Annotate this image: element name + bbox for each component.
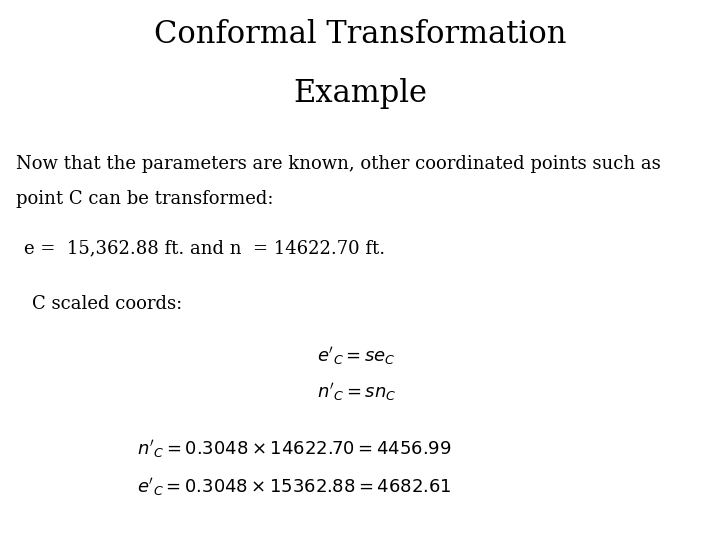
Text: $e'_C = se_C$: $e'_C = se_C$ [317,345,395,367]
Text: Example: Example [293,78,427,109]
Text: C scaled coords:: C scaled coords: [32,295,182,313]
Text: Now that the parameters are known, other coordinated points such as: Now that the parameters are known, other… [16,155,660,173]
Text: $n'_C = 0.3048\times14622.70 = 4456.99$: $n'_C = 0.3048\times14622.70 = 4456.99$ [137,438,451,461]
Text: $n'_C = sn_C$: $n'_C = sn_C$ [317,381,396,403]
Text: e =  15,362.88 ft. and n  = 14622.70 ft.: e = 15,362.88 ft. and n = 14622.70 ft. [24,239,385,257]
Text: point C can be transformed:: point C can be transformed: [16,190,274,208]
Text: Conformal Transformation: Conformal Transformation [154,19,566,50]
Text: $e'_C = 0.3048\times15362.88 = 4682.61$: $e'_C = 0.3048\times15362.88 = 4682.61$ [137,476,451,498]
